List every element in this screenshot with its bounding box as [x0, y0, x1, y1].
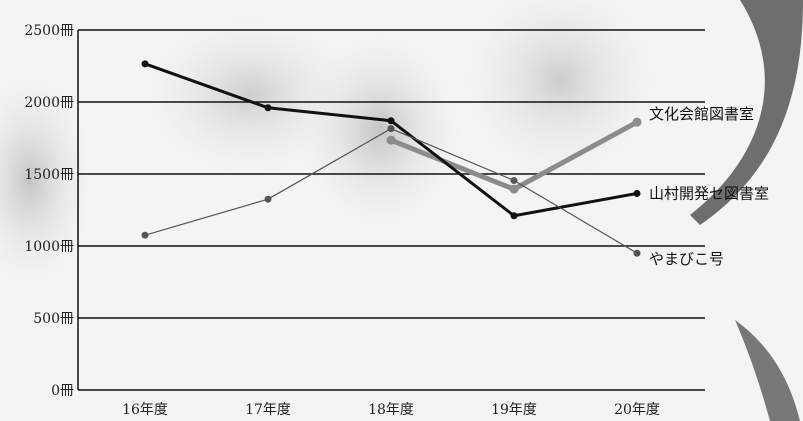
data-point	[633, 189, 641, 197]
data-point	[387, 117, 395, 125]
data-point	[141, 231, 149, 239]
series-label: 山村開発セ図書室	[649, 184, 769, 202]
data-point	[510, 176, 518, 184]
data-point	[632, 117, 642, 127]
x-tick-label: 19年度	[491, 402, 537, 418]
x-tick-label: 16年度	[122, 402, 168, 418]
data-point	[509, 184, 519, 194]
y-tick-label: 2000冊	[24, 95, 74, 111]
data-point	[510, 212, 518, 220]
series-line	[144, 128, 638, 254]
data-point	[264, 195, 272, 203]
y-tick-label: 1500冊	[24, 167, 74, 183]
data-point	[264, 104, 272, 112]
data-point	[386, 135, 396, 145]
x-tick-label: 20年度	[614, 402, 660, 418]
x-tick-label: 17年度	[245, 402, 291, 418]
y-tick-label: 1000冊	[24, 239, 74, 255]
data-point	[141, 60, 149, 68]
x-tick-label: 18年度	[368, 402, 414, 418]
series-label: やまびこ号	[649, 250, 724, 268]
y-tick-label: 2500冊	[24, 23, 74, 39]
data-point	[387, 125, 395, 133]
y-tick-label: 0冊	[51, 383, 74, 399]
y-tick-label: 500冊	[33, 311, 74, 327]
series-label: 文化会館図書室	[649, 105, 754, 123]
data-point	[633, 249, 641, 257]
